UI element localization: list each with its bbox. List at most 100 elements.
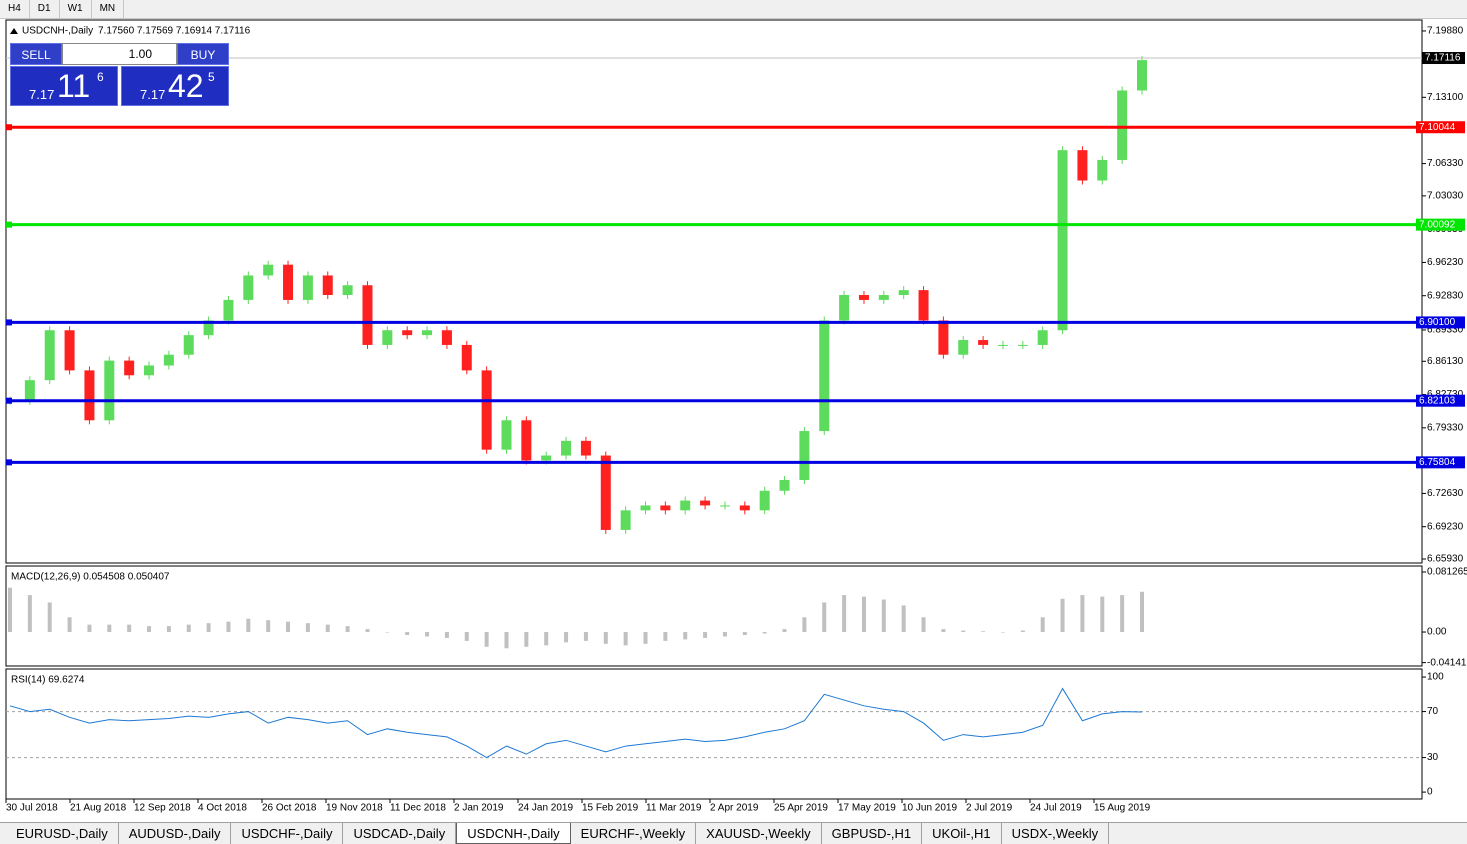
macd-bar bbox=[742, 632, 747, 635]
macd-bar bbox=[881, 599, 886, 633]
y-tick-label: 6.89330 bbox=[1427, 325, 1464, 336]
macd-bar bbox=[762, 632, 767, 634]
macd-bar bbox=[464, 632, 469, 641]
level-handle bbox=[6, 459, 12, 466]
candle bbox=[1037, 330, 1048, 345]
rsi-line bbox=[9, 687, 1143, 759]
y-tick-label: 70 bbox=[1427, 706, 1439, 717]
panel-title: RSI(14) 69.6274 bbox=[11, 675, 85, 686]
timeframe-button[interactable]: D1 bbox=[30, 0, 60, 18]
macd-bar bbox=[246, 618, 251, 633]
macd-bar bbox=[405, 632, 410, 635]
macd-bar bbox=[583, 632, 588, 641]
chart-tab[interactable]: AUDUSD-,Daily bbox=[119, 823, 232, 844]
sell-button[interactable]: SELL bbox=[10, 43, 62, 65]
macd-bar bbox=[186, 624, 191, 633]
chart-tab[interactable]: EURUSD-,Daily bbox=[6, 823, 119, 844]
timeframe-button[interactable]: MN bbox=[92, 0, 125, 18]
y-tick-label: 6.86130 bbox=[1427, 356, 1464, 367]
price-pips: 11 bbox=[57, 68, 91, 104]
price-point: 5 bbox=[208, 70, 215, 84]
y-tick-label: 6.65930 bbox=[1427, 554, 1464, 565]
chart-tab[interactable]: XAUUSD-,Weekly bbox=[696, 823, 822, 844]
candle bbox=[382, 330, 393, 345]
x-tick-label: 24 Jan 2019 bbox=[518, 803, 573, 814]
chart-tab[interactable]: GBPUSD-,H1 bbox=[822, 823, 923, 844]
macd-bar bbox=[921, 617, 926, 633]
macd-bar bbox=[961, 630, 966, 633]
macd-bar bbox=[901, 605, 906, 633]
macd-bar bbox=[564, 632, 569, 643]
candle bbox=[779, 480, 790, 491]
candle bbox=[640, 505, 651, 511]
candle bbox=[1017, 344, 1028, 346]
candle bbox=[283, 264, 294, 300]
macd-bar bbox=[67, 617, 72, 633]
chart-tab[interactable]: UKOil-,H1 bbox=[922, 823, 1002, 844]
level-label: 7.00092 bbox=[1419, 219, 1456, 230]
candle bbox=[124, 360, 135, 376]
candle bbox=[918, 290, 929, 321]
x-tick-label: 11 Dec 2018 bbox=[390, 803, 446, 814]
candle bbox=[422, 330, 433, 336]
chart-tab[interactable]: USDX-,Weekly bbox=[1002, 823, 1110, 844]
candle bbox=[44, 330, 55, 381]
candle bbox=[402, 330, 413, 336]
candle bbox=[898, 290, 909, 296]
candle bbox=[700, 500, 711, 506]
symbol-icon bbox=[10, 28, 18, 34]
candle bbox=[561, 440, 572, 456]
chart-tab[interactable]: USDCHF-,Daily bbox=[231, 823, 344, 844]
y-tick-label: 0.081265 bbox=[1427, 567, 1467, 578]
candle bbox=[1077, 150, 1088, 181]
timeframe-toolbar: H4 D1 W1 MN bbox=[0, 0, 1467, 19]
current-price-label: 7.17116 bbox=[1425, 53, 1461, 64]
buy-button[interactable]: BUY bbox=[177, 43, 229, 65]
timeframe-button[interactable]: H4 bbox=[0, 0, 30, 18]
macd-bar bbox=[425, 632, 430, 637]
buy-price[interactable]: 7.17 42 5 bbox=[121, 66, 229, 106]
candle bbox=[302, 275, 313, 300]
macd-bar bbox=[861, 596, 866, 633]
macd-bar bbox=[226, 621, 231, 633]
candle bbox=[183, 335, 194, 355]
macd-bar bbox=[147, 626, 152, 633]
level-handle bbox=[6, 221, 12, 228]
candle bbox=[938, 320, 949, 355]
candle bbox=[1097, 159, 1108, 181]
sell-price[interactable]: 7.17 11 6 bbox=[10, 66, 118, 106]
level-label-box bbox=[1416, 316, 1465, 329]
y-tick-label: 6.72630 bbox=[1427, 488, 1464, 499]
candle bbox=[481, 370, 492, 450]
level-label: 6.90100 bbox=[1419, 317, 1456, 328]
x-tick-label: 24 Jul 2019 bbox=[1030, 803, 1082, 814]
macd-bar bbox=[1120, 595, 1125, 633]
candle bbox=[997, 344, 1008, 346]
candle bbox=[739, 505, 750, 511]
chart-tabs: EURUSD-,Daily AUDUSD-,Daily USDCHF-,Daily U… bbox=[0, 822, 1467, 844]
chart-tab[interactable]: USDCNH-,Daily bbox=[456, 823, 571, 844]
level-label: 6.82103 bbox=[1419, 395, 1456, 406]
candle bbox=[958, 340, 969, 355]
candle bbox=[203, 320, 214, 336]
timeframe-button[interactable]: W1 bbox=[60, 0, 92, 18]
y-tick-label: 6.69230 bbox=[1427, 521, 1464, 532]
candle bbox=[1057, 150, 1068, 331]
chart-tab[interactable]: EURCHF-,Weekly bbox=[571, 823, 697, 844]
candle bbox=[580, 440, 591, 456]
x-tick-label: 2 Jan 2019 bbox=[454, 803, 504, 814]
macd-bar bbox=[8, 587, 12, 633]
x-tick-label: 4 Oct 2018 bbox=[198, 803, 247, 814]
macd-bar bbox=[643, 632, 648, 644]
x-tick-label: 2 Jul 2019 bbox=[966, 803, 1013, 814]
candle bbox=[362, 285, 373, 345]
chart-tab[interactable]: USDCAD-,Daily bbox=[343, 823, 457, 844]
level-label-box bbox=[1416, 394, 1465, 407]
lots-input[interactable]: 1.00 bbox=[62, 43, 177, 65]
panel-frame bbox=[5, 19, 1423, 564]
price-pips: 42 bbox=[168, 68, 204, 104]
macd-bar bbox=[325, 624, 330, 633]
candle bbox=[263, 264, 274, 276]
y-tick-label: 6.96230 bbox=[1427, 257, 1464, 268]
